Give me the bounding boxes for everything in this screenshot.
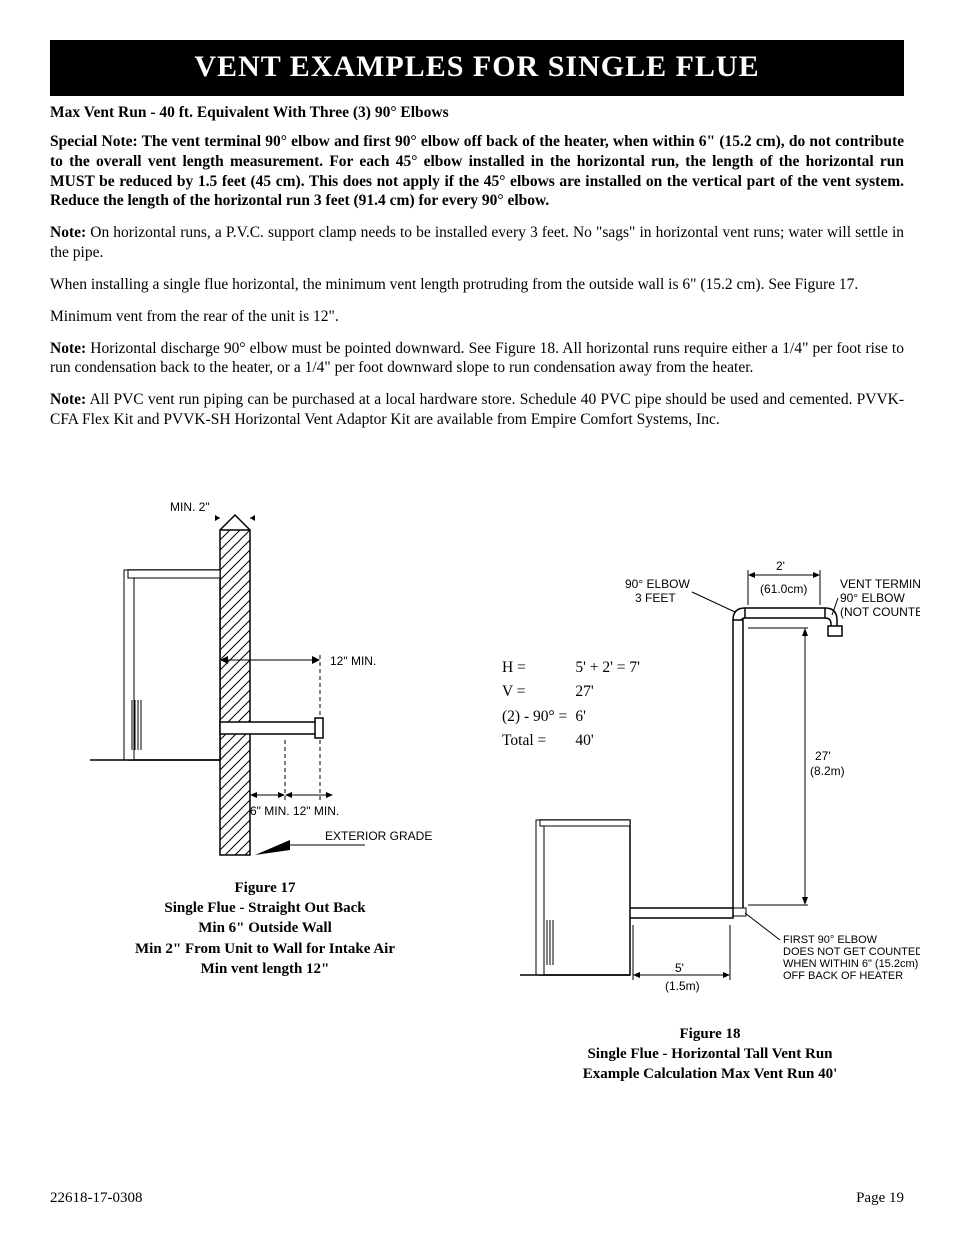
page: VENT EXAMPLES FOR SINGLE FLUE Max Vent R… <box>0 0 954 1235</box>
label-min-2: MIN. 2" <box>170 500 210 514</box>
svg-text:WHEN WITHIN 6" (15.2cm): WHEN WITHIN 6" (15.2cm) <box>783 958 918 970</box>
figure-18-diagram: 2' (61.0cm) 90° ELBOW 3 FEET VENT TERMIN… <box>500 500 920 1020</box>
svg-text:27': 27' <box>815 749 831 763</box>
figures-row: MIN. 2" <box>50 500 904 1085</box>
note-pvc-clamp: Note: On horizontal runs, a P.V.C. suppo… <box>50 223 904 263</box>
footer-docnum: 22618-17-0308 <box>50 1190 143 1207</box>
svg-text:OFF BACK OF HEATER: OFF BACK OF HEATER <box>783 970 903 982</box>
min-vent-rear: Minimum vent from the rear of the unit i… <box>50 307 904 327</box>
svg-text:DOES NOT GET COUNTED: DOES NOT GET COUNTED <box>783 946 920 958</box>
svg-text:VENT TERMINAL: VENT TERMINAL <box>840 577 920 591</box>
svg-text:2': 2' <box>776 559 785 573</box>
footer-pagenum: Page 19 <box>856 1190 904 1207</box>
svg-text:3 FEET: 3 FEET <box>635 591 676 605</box>
figure-18-caption: Figure 18 Single Flue - Horizontal Tall … <box>500 1024 920 1085</box>
svg-text:90° ELBOW: 90° ELBOW <box>840 591 905 605</box>
special-note-paragraph: Special Note: The vent terminal 90° elbo… <box>50 132 904 211</box>
min-vent-protrusion: When installing a single flue horizontal… <box>50 275 904 295</box>
svg-text:5': 5' <box>675 961 684 975</box>
figure-17-column: MIN. 2" <box>50 500 480 1085</box>
figure-18-column: H =5' + 2' = 7' V =27' (2) - 90° =6' Tot… <box>500 500 920 1085</box>
label-exterior-grade: EXTERIOR GRADE <box>325 829 432 843</box>
subheading: Max Vent Run - 40 ft. Equivalent With Th… <box>50 104 904 122</box>
svg-text:(8.2m): (8.2m) <box>810 764 845 778</box>
svg-text:(1.5m): (1.5m) <box>665 979 700 993</box>
label-12-min: 12" MIN. <box>330 654 376 668</box>
svg-text:90° ELBOW: 90° ELBOW <box>625 577 690 591</box>
note-horizontal-discharge: Note: Horizontal discharge 90° elbow mus… <box>50 339 904 379</box>
svg-text:FIRST 90° ELBOW: FIRST 90° ELBOW <box>783 934 878 946</box>
note-pvc-piping: Note: All PVC vent run piping can be pur… <box>50 390 904 430</box>
svg-text:(NOT COUNTED): (NOT COUNTED) <box>840 605 920 619</box>
figure-17-diagram: 12" MIN. 6" MIN. 12" MIN. <box>50 500 480 870</box>
page-footer: 22618-17-0308 Page 19 <box>50 1190 904 1207</box>
label-6min-12min: 6" MIN. 12" MIN. <box>250 804 339 818</box>
section-banner: VENT EXAMPLES FOR SINGLE FLUE <box>50 40 904 96</box>
svg-text:(61.0cm): (61.0cm) <box>760 582 807 596</box>
figure-17-caption: Figure 17 Single Flue - Straight Out Bac… <box>50 878 480 979</box>
